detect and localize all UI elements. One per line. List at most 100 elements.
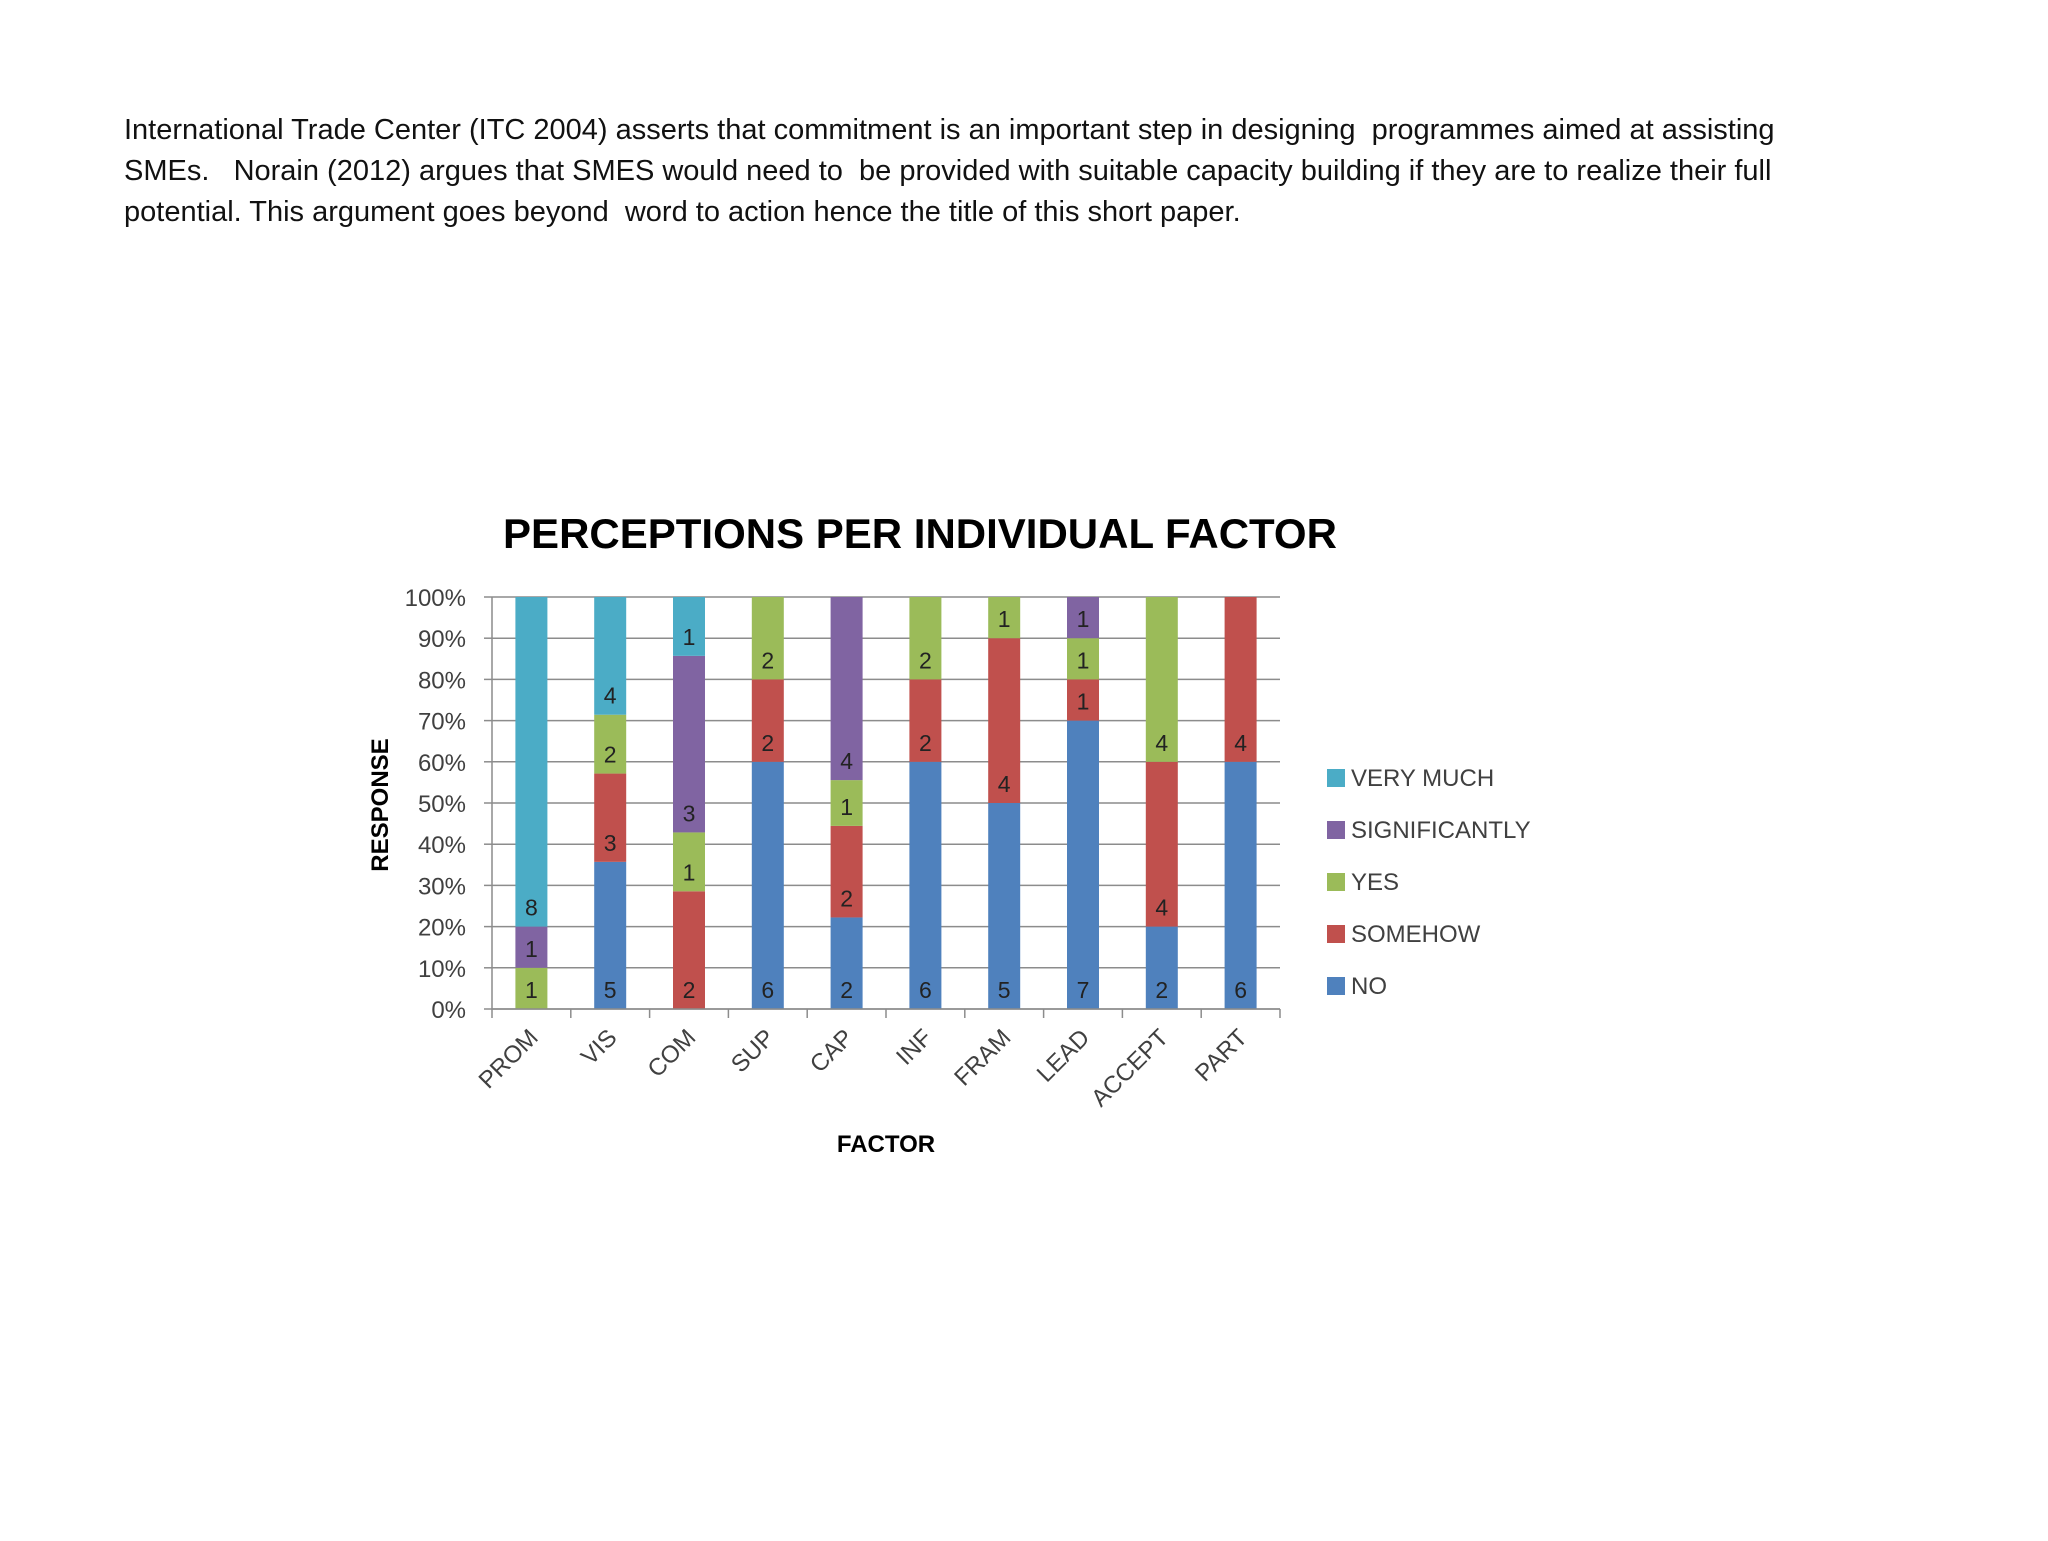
data-label: 4 bbox=[1155, 895, 1168, 921]
legend-label: NO bbox=[1351, 973, 1387, 1000]
y-axis-title: RESPONSE bbox=[367, 738, 394, 871]
data-label: 6 bbox=[761, 977, 774, 1003]
bar-segment bbox=[830, 780, 863, 826]
bar-segment bbox=[1067, 597, 1099, 639]
data-label: 3 bbox=[683, 800, 696, 826]
data-label: 6 bbox=[1234, 977, 1247, 1003]
bar-segment bbox=[594, 714, 627, 774]
bar-segment bbox=[673, 655, 705, 833]
x-tick-label: PART bbox=[1190, 1024, 1253, 1087]
data-label: 2 bbox=[604, 742, 617, 768]
data-label: 5 bbox=[998, 977, 1011, 1003]
bar-segment bbox=[830, 825, 863, 918]
bar-segment bbox=[751, 597, 784, 680]
x-tick-label: VIS bbox=[576, 1024, 622, 1070]
bar-segment bbox=[751, 761, 784, 1009]
bar-segment bbox=[515, 926, 548, 968]
data-label: 2 bbox=[683, 977, 696, 1003]
data-label: 5 bbox=[604, 977, 617, 1003]
chart-title: PERCEPTIONS PER INDIVIDUAL FACTOR bbox=[503, 510, 1337, 557]
intro-paragraph: International Trade Center (ITC 2004) as… bbox=[124, 110, 1994, 233]
legend-swatch bbox=[1327, 873, 1345, 891]
data-label: 1 bbox=[683, 859, 696, 885]
bar-segment bbox=[1145, 926, 1178, 1009]
y-tick-label: 30% bbox=[418, 873, 466, 900]
bar-segment bbox=[673, 597, 705, 656]
y-tick-label: 100% bbox=[405, 585, 466, 612]
bar-segment bbox=[1067, 720, 1099, 1009]
y-tick-label: 40% bbox=[418, 832, 466, 859]
bar-segment bbox=[751, 679, 784, 762]
bar-segment bbox=[988, 597, 1021, 639]
data-label: 4 bbox=[1155, 730, 1168, 756]
x-tick-label: SUP bbox=[726, 1024, 780, 1078]
paragraph-line: International Trade Center (ITC 2004) as… bbox=[124, 114, 1775, 146]
bar-segment bbox=[909, 761, 942, 1009]
y-tick-label: 20% bbox=[418, 915, 466, 942]
y-tick-label: 60% bbox=[418, 750, 466, 777]
data-label: 1 bbox=[1077, 606, 1090, 632]
bar-segment bbox=[1145, 761, 1178, 927]
paragraph-line: SMEs. Norain (2012) argues that SMES wou… bbox=[124, 155, 1772, 187]
data-label: 1 bbox=[998, 606, 1011, 632]
bar-segment bbox=[594, 597, 627, 715]
data-label: 7 bbox=[1077, 977, 1090, 1003]
bar-segment bbox=[1224, 597, 1257, 762]
bar-segment bbox=[988, 638, 1021, 803]
x-tick-label: CAP bbox=[805, 1024, 859, 1078]
y-tick-label: 50% bbox=[418, 791, 466, 818]
data-label: 2 bbox=[761, 730, 774, 756]
bar-segment bbox=[1145, 597, 1178, 762]
data-label: 1 bbox=[1077, 689, 1090, 715]
bar-segment bbox=[909, 679, 942, 762]
data-label: 6 bbox=[919, 977, 932, 1003]
bar-segment bbox=[515, 967, 548, 1009]
bar-segment bbox=[830, 917, 863, 1009]
x-tick-label: COM bbox=[643, 1024, 702, 1083]
bar-segment bbox=[673, 832, 705, 892]
data-label: 4 bbox=[840, 748, 853, 774]
legend-label: VERY MUCH bbox=[1351, 765, 1494, 792]
y-tick-label: 70% bbox=[418, 709, 466, 736]
legend-swatch bbox=[1327, 977, 1345, 995]
bar-segment bbox=[515, 597, 548, 927]
data-label: 4 bbox=[1234, 730, 1247, 756]
x-tick-label: ACCEPT bbox=[1086, 1024, 1174, 1112]
y-tick-label: 90% bbox=[418, 626, 466, 653]
legend-swatch bbox=[1327, 821, 1345, 839]
bar-segment bbox=[673, 891, 705, 1009]
data-label: 2 bbox=[761, 647, 774, 673]
paragraph-line: potential. This argument goes beyond wor… bbox=[124, 196, 1241, 228]
y-tick-label: 0% bbox=[431, 997, 466, 1024]
data-label: 1 bbox=[525, 936, 538, 962]
bar-segment bbox=[909, 597, 942, 680]
legend-swatch bbox=[1327, 925, 1345, 943]
y-tick-label: 10% bbox=[418, 956, 466, 983]
y-tick-label: 80% bbox=[418, 667, 466, 694]
data-label: 2 bbox=[1155, 977, 1168, 1003]
bar-segment bbox=[1067, 638, 1099, 680]
data-label: 4 bbox=[998, 771, 1011, 797]
data-label: 8 bbox=[525, 895, 538, 921]
data-label: 3 bbox=[604, 830, 617, 856]
data-label: 2 bbox=[919, 730, 932, 756]
legend-label: YES bbox=[1351, 869, 1399, 896]
bar-segment bbox=[830, 597, 863, 781]
x-tick-label: FRAM bbox=[949, 1024, 1016, 1091]
data-label: 1 bbox=[840, 794, 853, 820]
bar-segment bbox=[594, 861, 627, 1009]
bar-segment bbox=[1224, 761, 1257, 1009]
data-label: 4 bbox=[604, 683, 617, 709]
data-label: 2 bbox=[919, 647, 932, 673]
legend: VERY MUCH SIGNIFICANTLY YES SOMEHOW NO bbox=[1327, 765, 1531, 1000]
bar-segment bbox=[1067, 679, 1099, 721]
data-label: 1 bbox=[1077, 647, 1090, 673]
legend-label: SIGNIFICANTLY bbox=[1351, 817, 1531, 844]
bar-segment bbox=[594, 773, 627, 862]
data-label: 1 bbox=[683, 624, 696, 650]
x-tick-label: INF bbox=[891, 1024, 937, 1070]
bar-segment bbox=[988, 803, 1021, 1009]
